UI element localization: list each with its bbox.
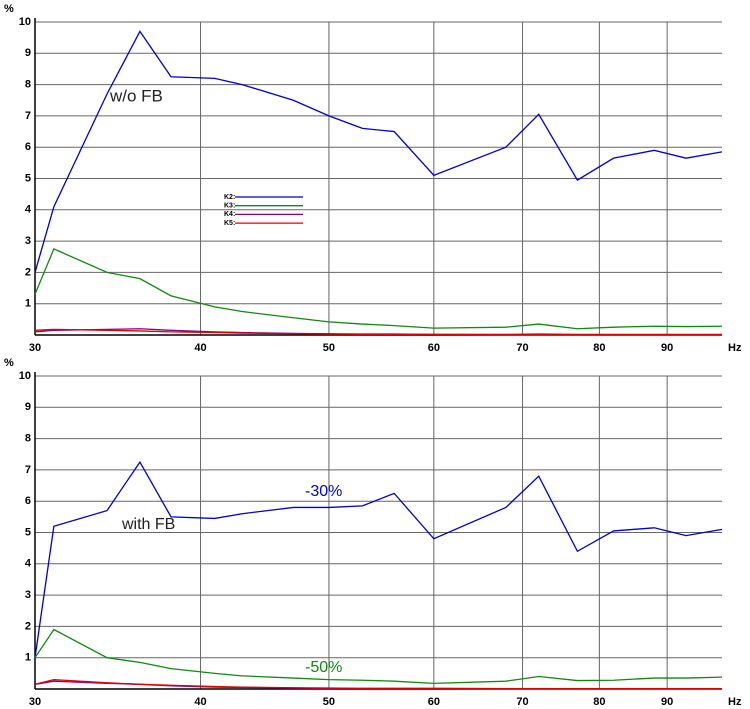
x-tick-label: 50 — [323, 696, 335, 708]
series-line — [34, 30, 723, 273]
y-tick-label: 4 — [25, 558, 32, 570]
y-tick-label: 9 — [25, 47, 31, 59]
x-tick-label: 60 — [428, 696, 440, 708]
series-line — [34, 328, 722, 336]
y-unit: % — [4, 3, 14, 15]
x-tick-label: 40 — [194, 696, 206, 708]
y-unit: % — [4, 357, 14, 369]
series-line — [34, 628, 723, 685]
y-tick-label: 3 — [25, 235, 31, 247]
series-line — [34, 678, 722, 690]
annotation: w/o FB — [109, 86, 163, 105]
y-tick-label: 1 — [25, 298, 31, 310]
y-tick-label: 8 — [25, 433, 31, 445]
x-tick-label: 50 — [323, 342, 335, 354]
y-tick-label: 1 — [25, 652, 31, 664]
x-tick-label: 90 — [661, 696, 673, 708]
annotation: with FB — [121, 516, 175, 533]
y-tick-label: 5 — [25, 526, 31, 538]
y-tick-label: 9 — [25, 401, 31, 413]
x-tick-label: 90 — [661, 342, 673, 354]
legend-label: K5: — [224, 220, 235, 227]
series-line — [34, 460, 723, 658]
y-tick-label: 3 — [25, 589, 31, 601]
series-line — [34, 680, 722, 690]
x-tick-label: 60 — [428, 342, 440, 354]
y-tick-label: 7 — [25, 110, 31, 122]
y-tick-label: 6 — [25, 141, 31, 153]
y-tick-label: 2 — [25, 620, 31, 632]
x-tick-label: 70 — [516, 342, 528, 354]
series-line — [34, 328, 722, 336]
y-tick-label: 5 — [25, 172, 31, 184]
y-tick-label: 7 — [25, 464, 31, 476]
x-unit: Hz — [728, 342, 742, 354]
y-tick-label: 6 — [25, 495, 31, 507]
x-tick-label: 30 — [29, 696, 41, 708]
y-tick-label: 10 — [19, 370, 31, 382]
x-unit: Hz — [728, 696, 742, 708]
y-tick-label: 4 — [25, 204, 32, 216]
y-tick-label: 8 — [25, 79, 31, 91]
legend-label: K4: — [224, 211, 235, 218]
x-tick-label: 70 — [516, 696, 528, 708]
y-tick-label: 10 — [19, 16, 31, 28]
x-tick-label: 30 — [29, 342, 41, 354]
legend-label: K2: — [224, 194, 235, 201]
annotation: -30% — [305, 483, 342, 500]
annotation: -50% — [305, 659, 342, 676]
y-tick-label: 2 — [25, 266, 31, 278]
legend-label: K3: — [224, 203, 235, 210]
x-tick-label: 80 — [593, 342, 605, 354]
x-tick-label: 80 — [593, 696, 605, 708]
series-line — [34, 248, 723, 330]
x-tick-label: 40 — [194, 342, 206, 354]
